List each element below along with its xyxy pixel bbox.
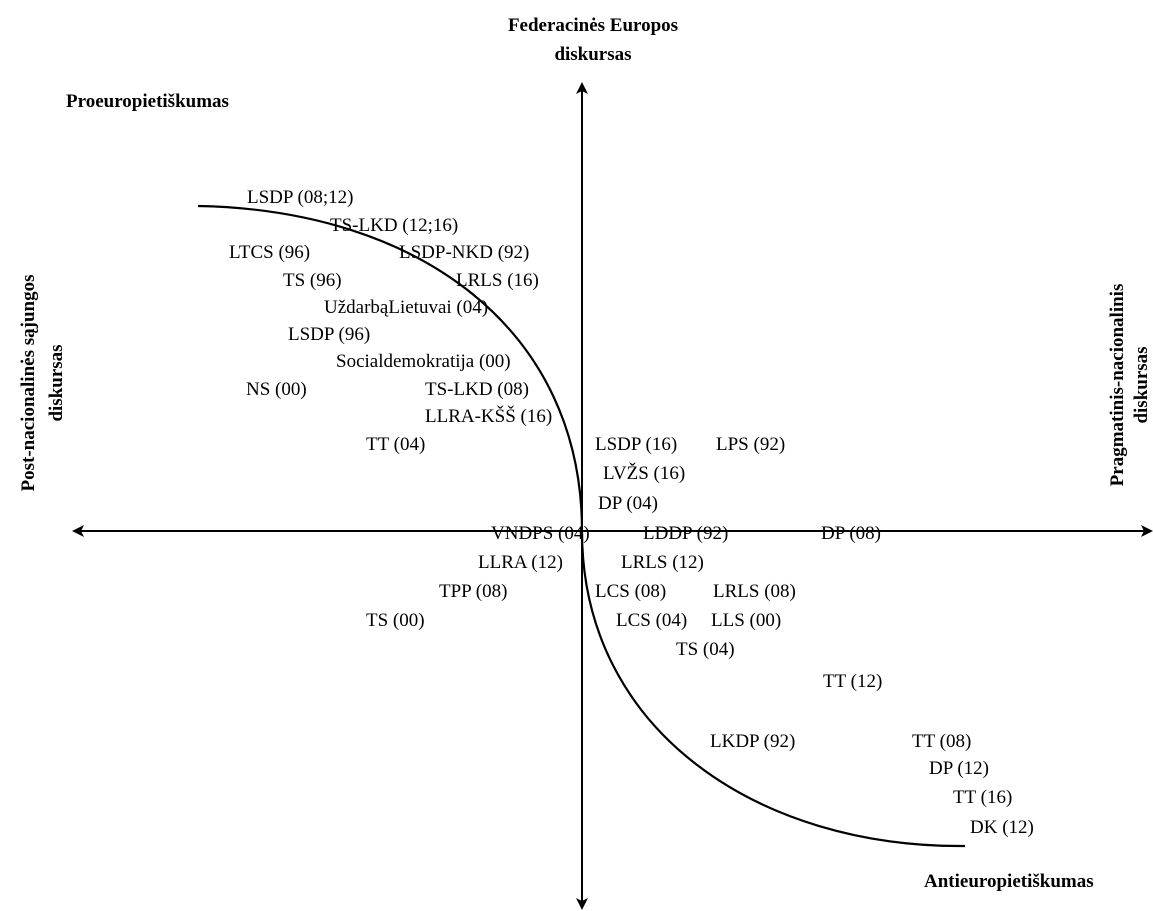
- right-axis-title-line2: diskursas: [1131, 346, 1152, 423]
- party-label: LCS (04): [616, 610, 687, 631]
- party-label: LRLS (12): [621, 552, 704, 573]
- party-label: LCS (08): [595, 581, 666, 602]
- party-label: NS (00): [246, 379, 307, 400]
- party-label: TT (08): [912, 731, 971, 752]
- anti-european-label: Antieuropietiškumas: [924, 871, 1094, 892]
- europeanism-curve: [197, 204, 966, 848]
- party-label: TT (12): [823, 671, 882, 692]
- party-label: LTCS (96): [229, 242, 310, 263]
- party-label: TS (00): [366, 610, 425, 631]
- pro-european-label: Proeuropietiškumas: [66, 91, 229, 112]
- party-label: LRLS (08): [713, 581, 796, 602]
- party-label: Socialdemokratija (00): [336, 351, 511, 372]
- party-label: TS-LKD (08): [425, 379, 529, 400]
- top-axis-title-line1: Federacinės Europos: [508, 15, 678, 36]
- party-label: VNDPS (04): [491, 523, 590, 544]
- party-label: LPS (92): [716, 434, 785, 455]
- party-label: TS-LKD (12;16): [330, 215, 458, 236]
- party-label: DP (04): [598, 493, 658, 514]
- party-label: LLRA (12): [478, 552, 563, 573]
- party-label: LSDP (96): [288, 324, 370, 345]
- left-axis-title-line1: Post-nacionalinės sąjungos: [18, 275, 39, 492]
- party-label: DK (12): [970, 817, 1034, 838]
- party-label: LKDP (92): [710, 731, 795, 752]
- party-label: LRLS (16): [456, 270, 539, 291]
- right-axis-title-line1: Pragmatinis-nacionalinis: [1107, 284, 1128, 487]
- party-label: TS (96): [283, 270, 342, 291]
- party-label: LLS (00): [711, 610, 781, 631]
- party-label: DP (08): [821, 523, 881, 544]
- party-label: LLRA-KŠŠ (16): [425, 405, 552, 427]
- party-label: DP (12): [929, 758, 989, 779]
- party-label: LVŽS (16): [603, 462, 685, 484]
- party-labels: LSDP (08;12) TS-LKD (12;16) LTCS (96) LS…: [229, 187, 1034, 838]
- party-label: UždarbąLietuvai (04): [324, 297, 488, 318]
- party-label: LSDP (16): [595, 434, 677, 455]
- party-label: TT (16): [953, 787, 1012, 808]
- party-label: TT (04): [366, 434, 425, 455]
- party-label: LDDP (92): [643, 523, 728, 544]
- party-label: TS (04): [676, 639, 735, 660]
- party-label: LSDP (08;12): [247, 187, 353, 208]
- left-axis-title-line2: diskursas: [46, 344, 67, 421]
- party-label: TPP (08): [439, 581, 507, 602]
- party-label: LSDP-NKD (92): [399, 242, 529, 263]
- top-axis-title-line2: diskursas: [554, 44, 631, 65]
